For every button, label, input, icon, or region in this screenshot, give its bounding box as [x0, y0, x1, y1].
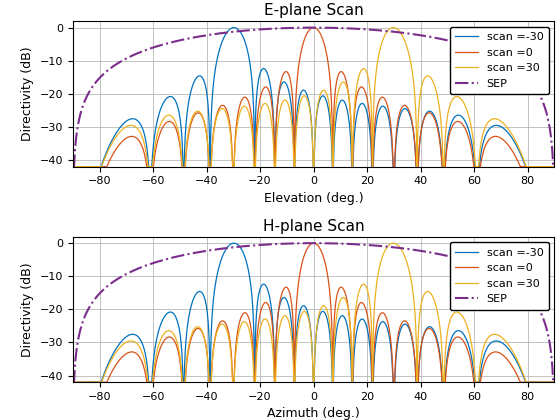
scan =0 [551, 380, 558, 385]
Title: E-plane Scan: E-plane Scan [264, 3, 363, 18]
scan =30 [422, 291, 428, 296]
SEP [233, 244, 240, 249]
scan =0 [435, 131, 442, 136]
X-axis label: Azimuth (deg.): Azimuth (deg.) [267, 407, 360, 420]
scan =0 [310, 25, 317, 30]
SEP [525, 76, 531, 81]
scan =0 [310, 241, 317, 246]
scan =-30 [422, 329, 428, 334]
scan =0 [297, 51, 304, 56]
Line: scan =-30: scan =-30 [73, 28, 554, 167]
scan =30 [390, 241, 396, 246]
SEP [422, 34, 428, 39]
scan =-30 [297, 306, 304, 311]
SEP [551, 164, 558, 169]
scan =0 [69, 164, 76, 169]
SEP [310, 241, 317, 246]
Line: SEP: SEP [73, 28, 554, 167]
scan =30 [422, 75, 428, 80]
scan =30 [531, 164, 538, 169]
X-axis label: Elevation (deg.): Elevation (deg.) [264, 192, 363, 205]
scan =30 [551, 380, 558, 385]
scan =-30 [69, 380, 76, 385]
scan =-30 [422, 113, 428, 118]
scan =30 [525, 164, 531, 169]
scan =-30 [233, 241, 240, 247]
SEP [531, 299, 538, 304]
scan =30 [551, 164, 558, 169]
scan =30 [233, 129, 240, 134]
scan =0 [233, 338, 240, 343]
Line: scan =0: scan =0 [73, 243, 554, 382]
Legend: scan =-30, scan =0, scan =30, SEP: scan =-30, scan =0, scan =30, SEP [450, 242, 549, 310]
Title: H-plane Scan: H-plane Scan [263, 219, 365, 234]
SEP [233, 29, 240, 34]
Y-axis label: Directivity (dB): Directivity (dB) [21, 47, 34, 141]
scan =-30 [551, 380, 558, 385]
Line: scan =30: scan =30 [73, 243, 554, 382]
scan =30 [297, 99, 304, 104]
scan =-30 [531, 380, 538, 385]
Line: scan =30: scan =30 [73, 28, 554, 167]
scan =30 [69, 164, 76, 169]
Legend: scan =-30, scan =0, scan =30, SEP: scan =-30, scan =0, scan =30, SEP [450, 26, 549, 94]
scan =-30 [435, 343, 442, 348]
scan =-30 [297, 91, 304, 96]
SEP [297, 241, 304, 246]
scan =-30 [231, 241, 237, 246]
scan =30 [525, 380, 531, 385]
SEP [435, 36, 442, 41]
scan =30 [390, 25, 396, 30]
Y-axis label: Directivity (dB): Directivity (dB) [21, 262, 34, 357]
SEP [422, 249, 428, 254]
SEP [310, 25, 317, 30]
scan =-30 [435, 128, 442, 133]
scan =0 [525, 164, 531, 169]
scan =-30 [531, 164, 538, 169]
scan =0 [69, 380, 76, 385]
SEP [551, 380, 558, 385]
scan =0 [531, 164, 538, 169]
scan =-30 [525, 380, 531, 385]
scan =0 [233, 122, 240, 127]
SEP [297, 25, 304, 30]
Line: scan =-30: scan =-30 [73, 243, 554, 382]
Line: SEP: SEP [73, 243, 554, 382]
scan =30 [233, 344, 240, 349]
scan =30 [531, 380, 538, 385]
SEP [525, 291, 531, 297]
SEP [531, 84, 538, 89]
scan =30 [435, 315, 442, 320]
scan =-30 [231, 25, 237, 30]
SEP [69, 164, 76, 169]
Line: scan =0: scan =0 [73, 28, 554, 167]
scan =0 [297, 267, 304, 272]
scan =-30 [551, 164, 558, 169]
scan =0 [525, 380, 531, 385]
scan =-30 [525, 164, 531, 169]
scan =-30 [233, 26, 240, 31]
scan =0 [435, 346, 442, 352]
scan =30 [435, 99, 442, 104]
SEP [69, 380, 76, 385]
scan =0 [531, 380, 538, 385]
scan =0 [422, 114, 428, 119]
scan =0 [422, 330, 428, 335]
SEP [435, 252, 442, 257]
scan =-30 [69, 164, 76, 169]
scan =30 [297, 314, 304, 319]
scan =0 [551, 164, 558, 169]
scan =30 [69, 380, 76, 385]
